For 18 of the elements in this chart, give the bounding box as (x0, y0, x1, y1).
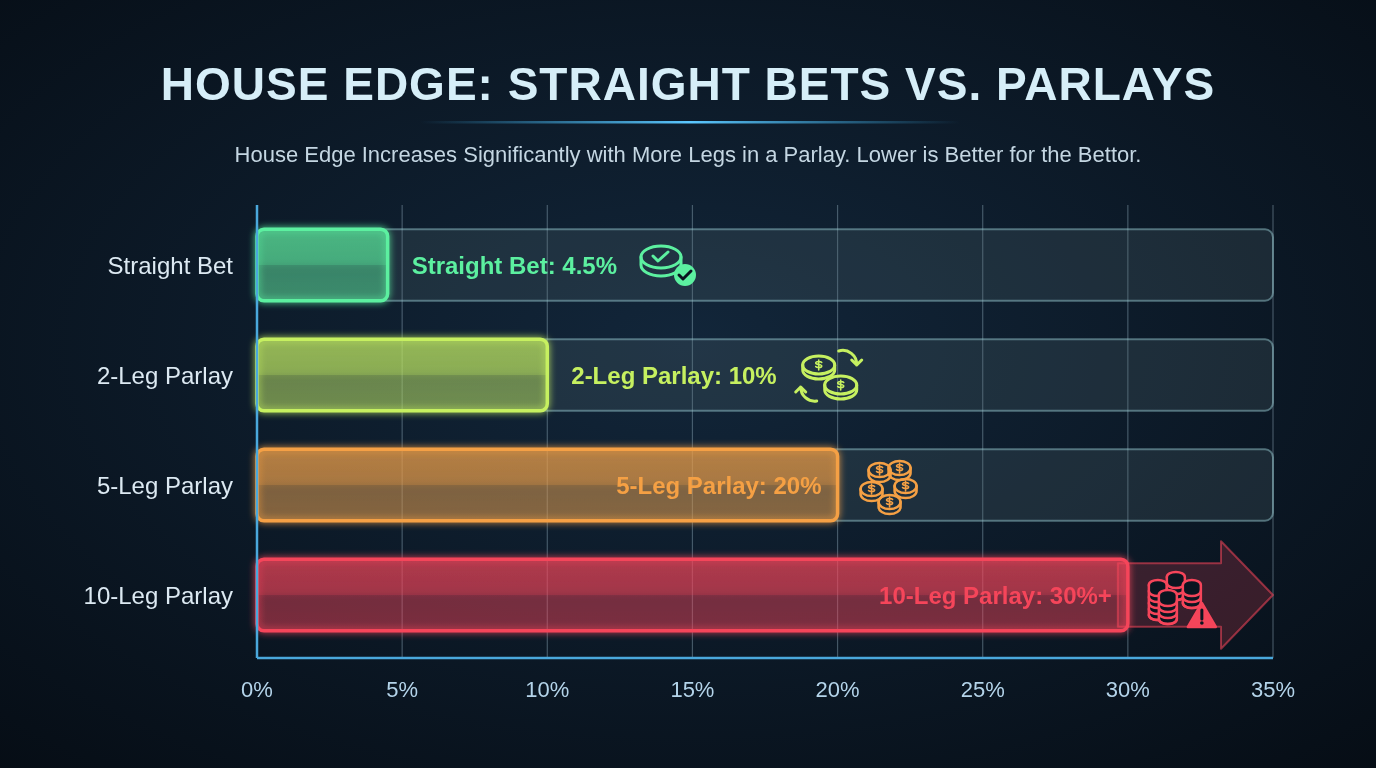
chart-subtitle: House Edge Increases Significantly with More Legs in a Parlay. Lower is Better for the Bettor. (234, 141, 1142, 167)
x-tick-label: 30% (1105, 676, 1150, 702)
data-label: Straight Bet: 4.5% (411, 251, 617, 279)
data-label: 2-Leg Parlay: 10% (571, 361, 777, 389)
x-tick-label: 25% (960, 676, 1005, 702)
y-tick-label: 5-Leg Parlay (96, 471, 233, 499)
x-tick-label: 35% (1250, 676, 1296, 702)
y-tick-label: 2-Leg Parlay (96, 361, 233, 389)
data-label: 5-Leg Parlay: 20% (616, 471, 822, 499)
data-label: 10-Leg Parlay: 30%+ (879, 581, 1112, 609)
chart-title: HOUSE EDGE: STRAIGHT BETS VS. PARLAYS (160, 58, 1216, 110)
y-tick-label: 10-Leg Parlay (83, 581, 233, 609)
x-tick-label: 15% (670, 676, 715, 702)
x-tick-label: 5% (386, 676, 419, 702)
x-tick-label: 10% (525, 676, 570, 702)
x-tick-label: 20% (815, 676, 860, 702)
x-tick-label: 0% (241, 676, 273, 702)
y-tick-label: Straight Bet (107, 251, 234, 279)
